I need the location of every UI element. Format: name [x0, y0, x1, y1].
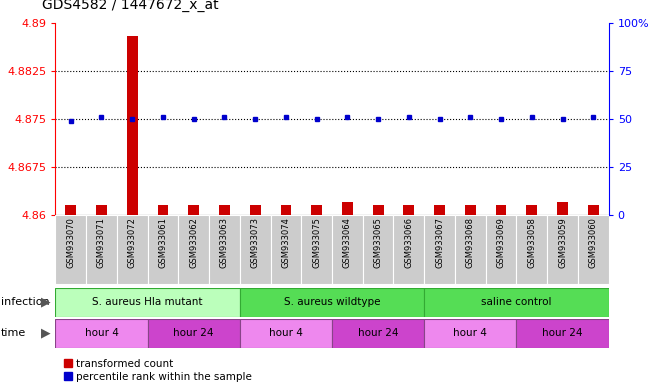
- Bar: [373, 205, 383, 215]
- Text: GSM933065: GSM933065: [374, 217, 383, 268]
- Text: GSM933073: GSM933073: [251, 217, 260, 268]
- Bar: [495, 205, 506, 215]
- Text: hour 24: hour 24: [358, 328, 398, 338]
- Bar: [55, 319, 148, 348]
- Bar: [240, 215, 271, 284]
- Bar: [527, 205, 537, 215]
- Text: ▶: ▶: [40, 327, 50, 339]
- Bar: [301, 215, 332, 284]
- Bar: [271, 215, 301, 284]
- Bar: [240, 288, 424, 317]
- Bar: [332, 319, 424, 348]
- Bar: [516, 319, 609, 348]
- Bar: [148, 319, 240, 348]
- Text: GSM933070: GSM933070: [66, 217, 76, 268]
- Text: GSM933074: GSM933074: [281, 217, 290, 268]
- Bar: [424, 215, 455, 284]
- Text: time: time: [1, 328, 26, 338]
- Text: GSM933061: GSM933061: [158, 217, 167, 268]
- Text: hour 24: hour 24: [542, 328, 583, 338]
- Text: GSM933069: GSM933069: [497, 217, 506, 268]
- Text: GSM933060: GSM933060: [589, 217, 598, 268]
- Bar: [240, 319, 332, 348]
- Bar: [55, 288, 240, 317]
- Text: hour 24: hour 24: [173, 328, 214, 338]
- Bar: [434, 205, 445, 215]
- Text: ▶: ▶: [40, 296, 50, 309]
- Text: GSM933068: GSM933068: [466, 217, 475, 268]
- Bar: [547, 215, 578, 284]
- Bar: [219, 205, 230, 215]
- Text: saline control: saline control: [481, 297, 551, 308]
- Bar: [178, 215, 209, 284]
- Bar: [127, 36, 137, 215]
- Bar: [424, 288, 609, 317]
- Bar: [578, 215, 609, 284]
- Text: S. aureus wildtype: S. aureus wildtype: [284, 297, 380, 308]
- Bar: [557, 202, 568, 215]
- Text: hour 4: hour 4: [85, 328, 118, 338]
- Bar: [86, 215, 117, 284]
- Bar: [486, 215, 516, 284]
- Text: hour 4: hour 4: [453, 328, 488, 338]
- Bar: [363, 215, 393, 284]
- Text: infection: infection: [1, 297, 49, 308]
- Bar: [342, 202, 353, 215]
- Text: GSM933063: GSM933063: [220, 217, 229, 268]
- Text: GSM933058: GSM933058: [527, 217, 536, 268]
- Text: GSM933075: GSM933075: [312, 217, 321, 268]
- Bar: [148, 215, 178, 284]
- Text: GDS4582 / 1447672_x_at: GDS4582 / 1447672_x_at: [42, 0, 219, 12]
- Bar: [404, 205, 414, 215]
- Bar: [424, 319, 516, 348]
- Bar: [588, 205, 599, 215]
- Text: GSM933059: GSM933059: [558, 217, 567, 268]
- Bar: [455, 215, 486, 284]
- Bar: [65, 205, 76, 215]
- Text: GSM933062: GSM933062: [189, 217, 198, 268]
- Bar: [393, 215, 424, 284]
- Text: hour 4: hour 4: [269, 328, 303, 338]
- Text: GSM933064: GSM933064: [343, 217, 352, 268]
- Bar: [311, 205, 322, 215]
- Text: GSM933071: GSM933071: [97, 217, 106, 268]
- Bar: [516, 215, 547, 284]
- Legend: transformed count, percentile rank within the sample: transformed count, percentile rank withi…: [61, 355, 256, 384]
- Text: GSM933072: GSM933072: [128, 217, 137, 268]
- Bar: [332, 215, 363, 284]
- Bar: [55, 215, 86, 284]
- Text: GSM933067: GSM933067: [435, 217, 444, 268]
- Text: S. aureus Hla mutant: S. aureus Hla mutant: [92, 297, 203, 308]
- Bar: [209, 215, 240, 284]
- Bar: [250, 205, 260, 215]
- Bar: [188, 205, 199, 215]
- Bar: [281, 205, 291, 215]
- Bar: [158, 205, 169, 215]
- Bar: [117, 215, 148, 284]
- Bar: [465, 205, 476, 215]
- Bar: [96, 205, 107, 215]
- Text: GSM933066: GSM933066: [404, 217, 413, 268]
